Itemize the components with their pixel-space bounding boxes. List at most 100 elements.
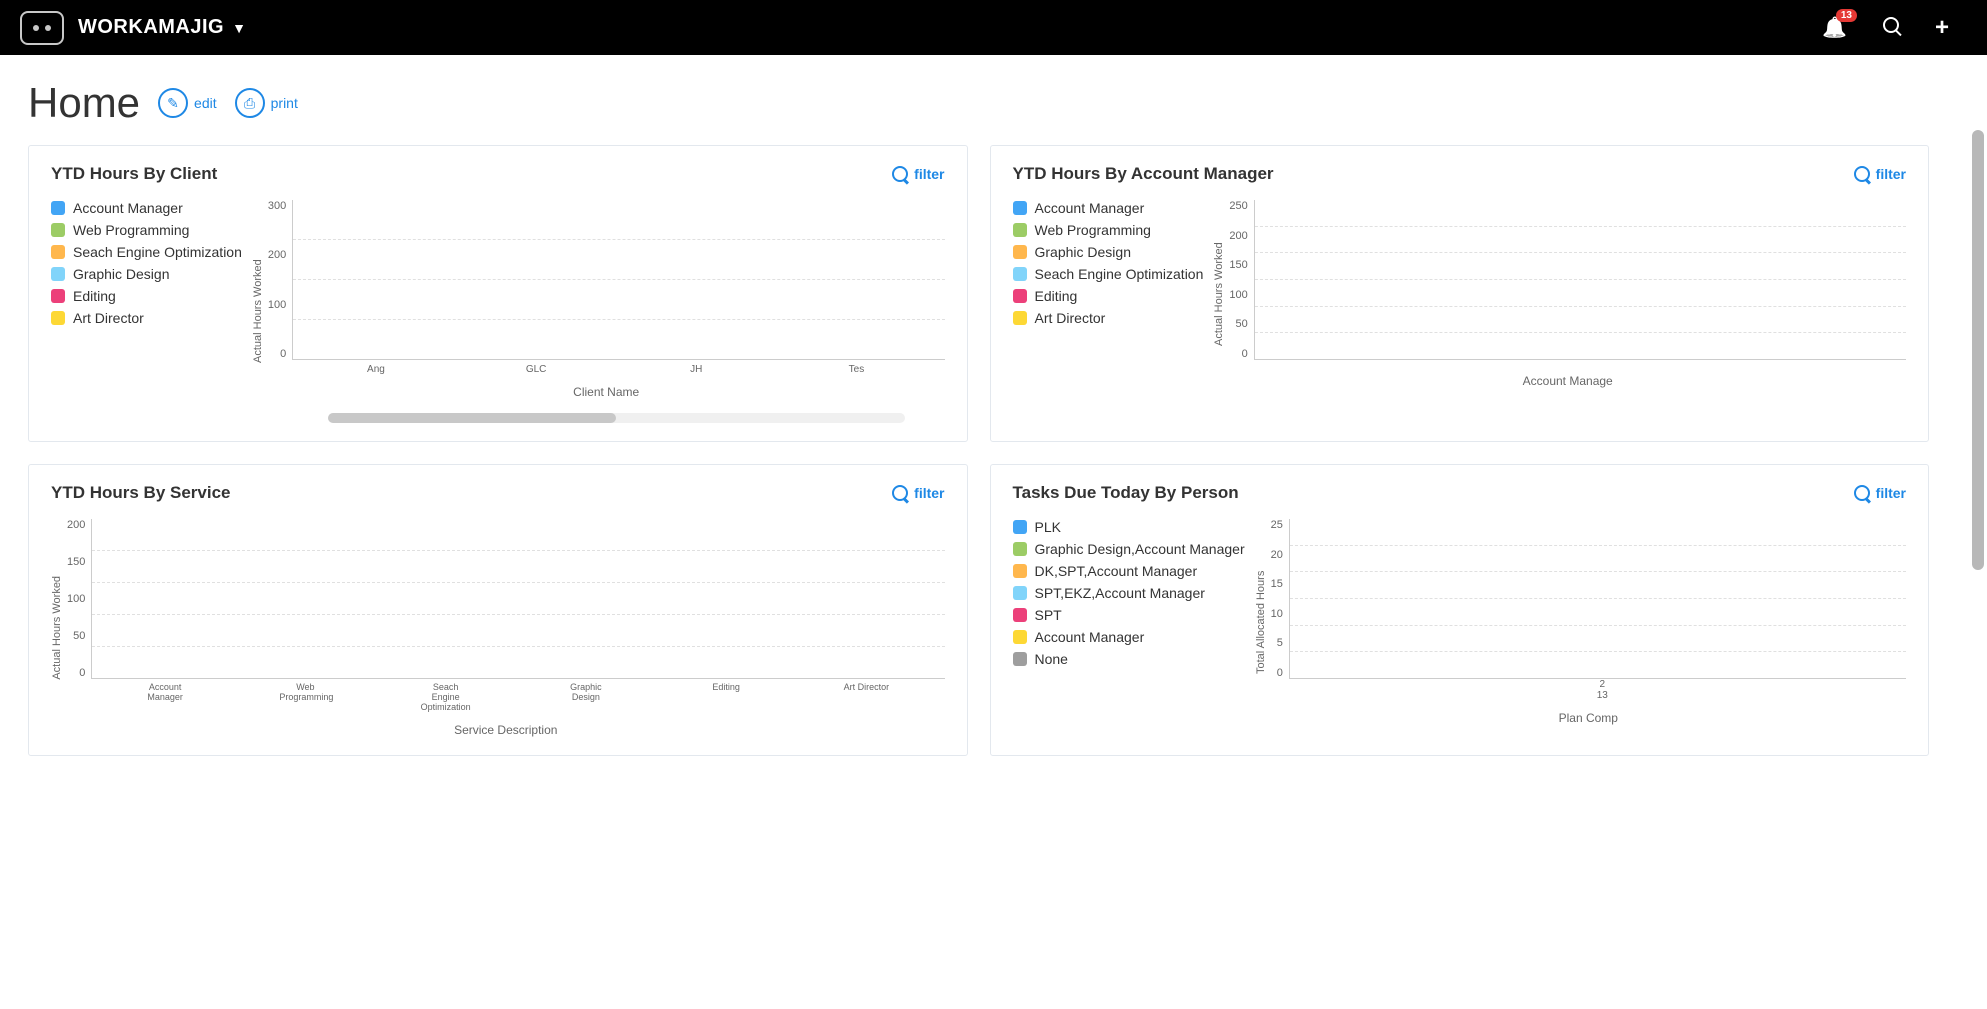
swatch-icon — [1013, 586, 1027, 600]
legend-item[interactable]: Editing — [1013, 288, 1204, 304]
topbar: WORKAMAJIG ▼ 13 — [0, 0, 1987, 55]
legend-item[interactable]: Graphic Design — [1013, 244, 1204, 260]
legend-item[interactable]: Account Manager — [51, 200, 242, 216]
swatch-icon — [51, 201, 65, 215]
legend-label: Graphic Design — [1035, 244, 1132, 260]
x-tick: Account Manager — [139, 683, 191, 713]
legend-label: Seach Engine Optimization — [73, 244, 242, 260]
app-name[interactable]: WORKAMAJIG — [78, 16, 224, 39]
legend-item[interactable]: Account Manager — [1013, 200, 1204, 216]
magnifier-icon — [1854, 166, 1870, 182]
magnifier-icon — [892, 485, 908, 501]
x-axis-label: Plan Comp — [1271, 711, 1906, 725]
legend-label: Seach Engine Optimization — [1035, 266, 1204, 282]
legend-item[interactable]: Seach Engine Optimization — [51, 244, 242, 260]
print-button[interactable]: ⎙ print — [235, 88, 298, 118]
card-title: YTD Hours By Account Manager — [1013, 164, 1274, 184]
legend-label: Graphic Design — [73, 266, 170, 282]
y-axis-label: Total Allocated Hours — [1255, 519, 1267, 725]
notifications-icon[interactable]: 13 — [1822, 15, 1847, 40]
filter-button[interactable]: filter — [892, 485, 944, 501]
legend-item[interactable]: DK,SPT,Account Manager — [1013, 563, 1245, 579]
legend-label: Account Manager — [1035, 629, 1145, 645]
y-tick: 100 — [1229, 289, 1247, 301]
legend-item[interactable]: Graphic Design,Account Manager — [1013, 541, 1245, 557]
chart-area[interactable] — [91, 519, 944, 679]
x-tick: 2 — [1600, 679, 1606, 690]
chart-area[interactable] — [1254, 200, 1906, 360]
legend-item[interactable]: Web Programming — [51, 222, 242, 238]
y-tick: 200 — [268, 249, 286, 261]
logo-icon[interactable] — [20, 11, 64, 45]
y-tick: 0 — [79, 667, 85, 679]
legend-label: Graphic Design,Account Manager — [1035, 541, 1245, 557]
x-tick: Tes — [835, 364, 877, 375]
legend-item[interactable]: Seach Engine Optimization — [1013, 266, 1204, 282]
y-tick: 50 — [73, 630, 85, 642]
horizontal-scrollbar[interactable] — [328, 413, 905, 423]
legend-label: Web Programming — [73, 222, 189, 238]
y-axis-label: Actual Hours Worked — [1213, 200, 1225, 388]
page-header: Home ✎ edit ⎙ print — [28, 79, 1959, 127]
card-title: YTD Hours By Client — [51, 164, 217, 184]
add-icon[interactable] — [1935, 14, 1949, 42]
swatch-icon — [1013, 564, 1027, 578]
legend-item[interactable]: PLK — [1013, 519, 1245, 535]
swatch-icon — [51, 267, 65, 281]
pencil-icon: ✎ — [158, 88, 188, 118]
swatch-icon — [1013, 267, 1027, 281]
swatch-icon — [1013, 652, 1027, 666]
chart-area[interactable] — [1289, 519, 1906, 679]
filter-button[interactable]: filter — [1854, 485, 1906, 501]
legend-label: Account Manager — [73, 200, 183, 216]
swatch-icon — [51, 223, 65, 237]
legend-label: SPT — [1035, 607, 1062, 623]
legend-item[interactable]: Account Manager — [1013, 629, 1245, 645]
filter-button[interactable]: filter — [892, 166, 944, 182]
y-tick: 250 — [1229, 200, 1247, 212]
y-tick: 15 — [1271, 578, 1283, 590]
legend-item[interactable]: Editing — [51, 288, 242, 304]
swatch-icon — [1013, 223, 1027, 237]
y-tick: 300 — [268, 200, 286, 212]
legend: PLK Graphic Design,Account Manager DK,SPT,… — [1013, 519, 1245, 725]
notification-badge: 13 — [1836, 9, 1857, 22]
legend-item[interactable]: Graphic Design — [51, 266, 242, 282]
filter-button[interactable]: filter — [1854, 166, 1906, 182]
legend-item[interactable]: None — [1013, 651, 1245, 667]
y-tick: 10 — [1271, 608, 1283, 620]
card-title: YTD Hours By Service — [51, 483, 231, 503]
y-tick: 100 — [67, 593, 85, 605]
vertical-scrollbar[interactable] — [1972, 130, 1984, 570]
legend: Account Manager Web Programming Seach Engi… — [51, 200, 242, 423]
swatch-icon — [51, 289, 65, 303]
swatch-icon — [1013, 201, 1027, 215]
chart-area[interactable] — [292, 200, 944, 360]
chevron-down-icon[interactable]: ▼ — [232, 20, 246, 36]
legend-item[interactable]: Art Director — [51, 310, 242, 326]
legend: Account Manager Web Programming Graphic De… — [1013, 200, 1204, 388]
card-title: Tasks Due Today By Person — [1013, 483, 1239, 503]
swatch-icon — [51, 311, 65, 325]
legend-label: DK,SPT,Account Manager — [1035, 563, 1198, 579]
y-tick: 200 — [67, 519, 85, 531]
x-tick: Web Programming — [279, 683, 331, 713]
card-ytd-hours-by-service: YTD Hours By Service filter Actual Hours… — [28, 464, 968, 756]
legend-label: SPT,EKZ,Account Manager — [1035, 585, 1205, 601]
magnifier-icon — [892, 166, 908, 182]
edit-button[interactable]: ✎ edit — [158, 88, 217, 118]
legend-item[interactable]: Web Programming — [1013, 222, 1204, 238]
legend-item[interactable]: Art Director — [1013, 310, 1204, 326]
y-axis-label: Actual Hours Worked — [51, 519, 63, 737]
legend-item[interactable]: SPT,EKZ,Account Manager — [1013, 585, 1245, 601]
legend-label: Editing — [73, 288, 116, 304]
y-tick: 100 — [268, 299, 286, 311]
page-title: Home — [28, 79, 140, 127]
legend-label: None — [1035, 651, 1068, 667]
y-axis-label: Actual Hours Worked — [252, 200, 264, 423]
legend-item[interactable]: SPT — [1013, 607, 1245, 623]
y-tick: 25 — [1271, 519, 1283, 531]
legend-label: Account Manager — [1035, 200, 1145, 216]
x-tick: JH — [675, 364, 717, 375]
search-icon[interactable] — [1883, 16, 1899, 39]
